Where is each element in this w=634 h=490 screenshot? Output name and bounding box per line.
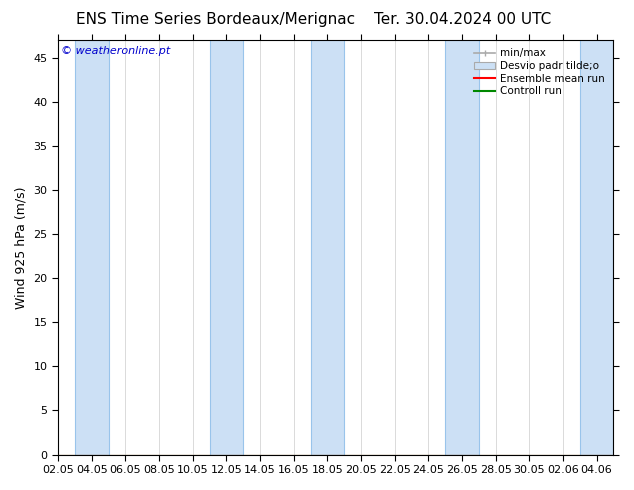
Bar — [210, 40, 243, 455]
Bar — [311, 40, 344, 455]
Text: ENS Time Series Bordeaux/Merignac: ENS Time Series Bordeaux/Merignac — [76, 12, 355, 27]
Text: Ter. 30.04.2024 00 UTC: Ter. 30.04.2024 00 UTC — [374, 12, 552, 27]
Text: © weatheronline.pt: © weatheronline.pt — [61, 47, 170, 56]
Bar — [75, 40, 108, 455]
Legend: min/max, Desvio padr tilde;o, Ensemble mean run, Controll run: min/max, Desvio padr tilde;o, Ensemble m… — [471, 46, 608, 99]
Bar — [445, 40, 479, 455]
Bar — [579, 40, 614, 455]
Y-axis label: Wind 925 hPa (m/s): Wind 925 hPa (m/s) — [15, 186, 28, 309]
